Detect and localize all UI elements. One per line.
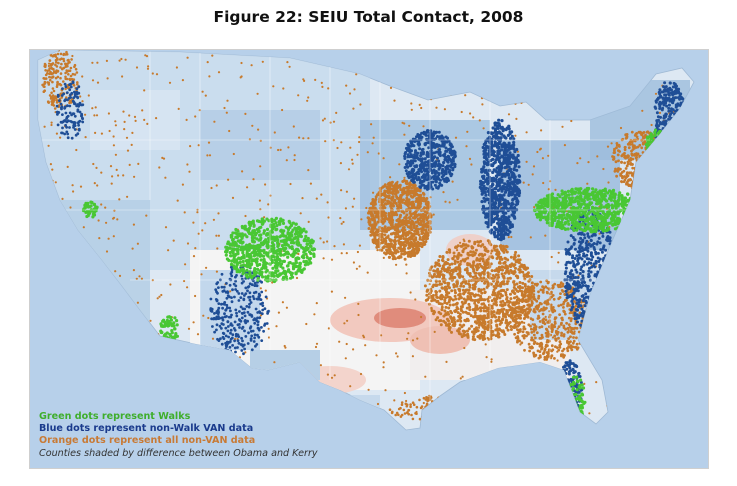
legend-orange: Orange dots represent all non-VAN data xyxy=(39,435,256,447)
map-canvas xyxy=(37,50,695,431)
figure-title: Figure 22: SEIU Total Contact, 2008 xyxy=(213,8,524,26)
state-borders xyxy=(38,50,650,410)
map-legend: Green dots represent Walks Blue dots rep… xyxy=(39,411,318,460)
us-contact-map: Green dots represent Walks Blue dots rep… xyxy=(29,49,709,469)
legend-blue: Blue dots represent non-Walk VAN data xyxy=(39,423,254,435)
legend-note: Counties shaded by difference between Ob… xyxy=(39,447,318,459)
legend-green: Green dots represent Walks xyxy=(39,410,191,422)
